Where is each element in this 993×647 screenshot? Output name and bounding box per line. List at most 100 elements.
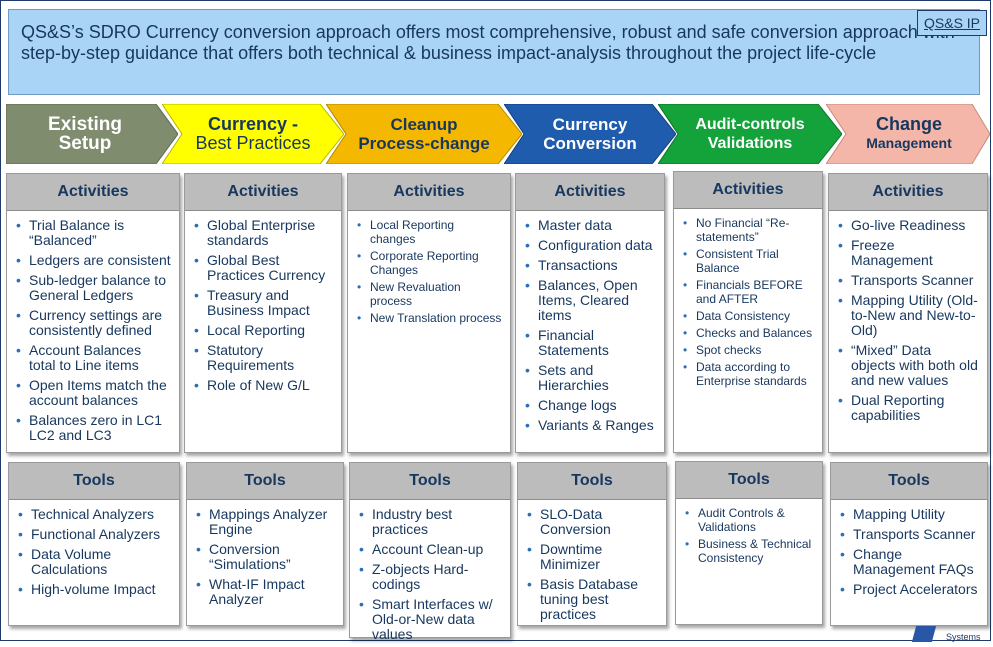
list-item: Ledgers are consistent [16, 253, 171, 269]
tools-list: SLO-Data Conversion Downtime Minimizer B… [518, 507, 666, 627]
list-item: High-volume Impact [18, 582, 171, 598]
list-item: New Translation process [357, 311, 502, 325]
activities-list: Trial Balance is “Balanced” Ledgers are … [7, 218, 179, 448]
phase-change-management: Change Management [826, 104, 990, 164]
list-item: Checks and Balances [683, 326, 814, 340]
activities-card-existing-setup: Activities Trial Balance is “Balanced” L… [6, 173, 180, 453]
card-heading: Tools [518, 463, 666, 500]
tools-list: Industry best practices Account Clean-up… [350, 507, 510, 647]
activities-list: No Financial “Re-statements” Consistent … [674, 216, 822, 391]
list-item: Currency settings are consistently defin… [16, 308, 171, 338]
header-text: QS&S’s SDRO Currency conversion approach… [21, 22, 955, 63]
card-heading: Tools [831, 463, 987, 500]
phase-label-line1: Audit-controls [695, 116, 805, 133]
phase-label-line1: Change [875, 114, 942, 134]
list-item: Sub-ledger balance to General Ledgers [16, 273, 171, 303]
list-item: What-IF Impact Analyzer [196, 577, 335, 607]
list-item: Corporate Reporting Changes [357, 249, 502, 277]
list-item: Go-live Readiness [838, 218, 979, 234]
list-item: Business & Technical Consistency [685, 537, 814, 565]
list-item: SLO-Data Conversion [527, 507, 658, 537]
list-item: Trial Balance is “Balanced” [16, 218, 171, 248]
card-heading: Activities [674, 172, 822, 209]
list-item: Treasury and Business Impact [194, 288, 333, 318]
phase-label-line2: Best Practices [195, 133, 311, 153]
list-item: Industry best practices [359, 507, 502, 537]
chevron-arrow-icon [504, 104, 676, 164]
list-item: Sets and Hierarchies [525, 363, 656, 393]
phase-audit-controls-validations: Audit-controls Validations [658, 104, 842, 164]
list-item: No Financial “Re-statements” [683, 216, 814, 244]
list-item: Local Reporting [194, 323, 333, 339]
chevron-arrow-icon [826, 104, 990, 164]
list-item: Data Volume Calculations [18, 547, 171, 577]
card-heading: Tools [350, 463, 510, 500]
chevron-arrow-icon [6, 104, 178, 164]
tools-list: Audit Controls & Validations Business & … [676, 506, 822, 568]
list-item: Statutory Requirements [194, 343, 333, 373]
list-item: Z-objects Hard-codings [359, 562, 502, 592]
tools-list: Technical Analyzers Functional Analyzers… [9, 507, 179, 602]
list-item: Basis Database tuning best practices [527, 577, 658, 622]
list-item: Role of New G/L [194, 378, 333, 394]
list-item: Variants & Ranges [525, 418, 656, 434]
list-item: Spot checks [683, 343, 814, 357]
tools-list: Mapping Utility Transports Scanner Chang… [831, 507, 987, 602]
list-item: Account Clean-up [359, 542, 502, 558]
list-item: Mapping Utility [840, 507, 979, 523]
chevron-arrow-icon [658, 104, 842, 164]
tools-card-best-practices: Tools Mappings Analyzer Engine Conversio… [186, 462, 344, 626]
card-heading: Tools [187, 463, 343, 500]
list-item: Transports Scanner [840, 527, 979, 543]
list-item: Technical Analyzers [18, 507, 171, 523]
phase-label-line2: Process-change [358, 134, 490, 153]
activities-list: Local Reporting changes Corporate Report… [348, 218, 510, 328]
activities-list: Global Enterprise standards Global Best … [185, 218, 341, 398]
list-item: Data according to Enterprise standards [683, 360, 814, 388]
tools-card-audit-controls: Tools Audit Controls & Validations Busin… [675, 461, 823, 625]
activities-card-best-practices: Activities Global Enterprise standards G… [184, 173, 342, 453]
phase-label-line1: Cleanup [390, 115, 458, 134]
list-item: Freeze Management [838, 238, 979, 268]
phase-label-line1: Currency [552, 115, 628, 134]
list-item: Financial Statements [525, 328, 656, 358]
list-item: Balances zero in LC1 LC2 and LC3 [16, 413, 171, 443]
activities-card-change-management: Activities Go-live Readiness Freeze Mana… [828, 173, 988, 453]
tools-card-change-management: Tools Mapping Utility Transports Scanner… [830, 462, 988, 626]
list-item: Configuration data [525, 238, 656, 254]
activities-card-audit-controls: Activities No Financial “Re-statements” … [673, 171, 823, 453]
card-heading: Activities [348, 174, 510, 211]
phase-currency-best-practices: Currency - Best Practices [162, 104, 344, 164]
list-item: Account Balances total to Line items [16, 343, 171, 373]
tools-list: Mappings Analyzer Engine Conversion “Sim… [187, 507, 343, 612]
list-item: Transactions [525, 258, 656, 274]
phase-label-line1: Existing [48, 114, 122, 135]
phase-label-line2: Conversion [543, 134, 637, 153]
tools-card-existing-setup: Tools Technical Analyzers Functional Ana… [8, 462, 180, 626]
activities-list: Go-live Readiness Freeze Management Tran… [829, 218, 987, 428]
list-item: New Revaluation process [357, 280, 502, 308]
list-item: Change Management FAQs [840, 547, 979, 577]
phase-label-line1: Currency - [207, 114, 299, 134]
list-item: Mappings Analyzer Engine [196, 507, 335, 537]
activities-card-cleanup: Activities Local Reporting changes Corpo… [347, 173, 511, 453]
list-item: Balances, Open Items, Cleared items [525, 278, 656, 323]
list-item: “Mixed” Data objects with both old and n… [838, 343, 979, 388]
card-heading: Tools [9, 463, 179, 500]
ip-tag-link[interactable]: QS&S IP [917, 10, 987, 36]
phase-currency-conversion: Currency Conversion [504, 104, 676, 164]
phase-cleanup-process-change: Cleanup Process-change [326, 104, 522, 164]
list-item: Transports Scanner [838, 273, 979, 289]
phase-label-line2: Setup [58, 133, 112, 154]
list-item: Dual Reporting capabilities [838, 393, 979, 423]
list-item: Smart Interfaces w/ Old-or-New data valu… [359, 597, 502, 642]
card-heading: Tools [676, 462, 822, 499]
card-heading: Activities [516, 174, 664, 211]
list-item: Data Consistency [683, 309, 814, 323]
card-heading: Activities [829, 174, 987, 211]
list-item: Project Accelerators [840, 582, 979, 598]
list-item: Audit Controls & Validations [685, 506, 814, 534]
list-item: Consistent Trial Balance [683, 247, 814, 275]
tools-card-cleanup: Tools Industry best practices Account Cl… [349, 462, 511, 642]
list-item: Open Items match the account balances [16, 378, 171, 408]
